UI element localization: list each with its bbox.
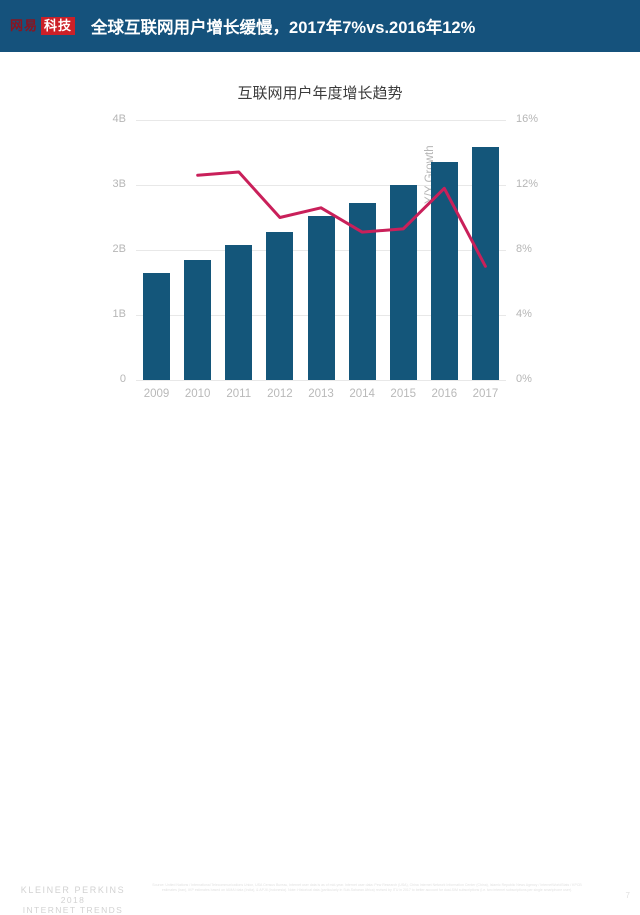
y-tick-left: 4B bbox=[112, 113, 126, 125]
y-tick-right: 8% bbox=[516, 243, 532, 255]
gridline bbox=[136, 120, 506, 121]
bar-2012[interactable] bbox=[266, 231, 294, 380]
y-tick-left: 3B bbox=[112, 178, 126, 190]
x-label-2010: 2010 bbox=[184, 388, 211, 400]
y-tick-right: 16% bbox=[516, 113, 539, 125]
x-label-2015: 2015 bbox=[390, 388, 417, 400]
page-title: 全球互联网用户增长缓慢，2017年7%vs.2016年12% bbox=[91, 19, 476, 37]
source-note: Source: United Nations / International T… bbox=[152, 883, 582, 893]
kp-brand-line1: KLEINER PERKINS bbox=[20, 885, 126, 895]
line-series bbox=[196, 170, 487, 268]
x-label-2009: 2009 bbox=[143, 388, 170, 400]
bar-2010[interactable] bbox=[184, 259, 212, 380]
x-label-2017: 2017 bbox=[472, 388, 499, 400]
page-number: 7 bbox=[625, 891, 630, 900]
y-tick-left: 1B bbox=[112, 308, 126, 320]
kleiner-perkins-logo: KLEINER PERKINS 2018 INTERNET TRENDS bbox=[8, 885, 138, 915]
chart-title: 互联网用户年度增长趋势 bbox=[237, 85, 403, 102]
bar-series bbox=[136, 120, 506, 380]
x-label-2012: 2012 bbox=[267, 388, 293, 400]
gridline bbox=[136, 185, 506, 186]
gridline bbox=[136, 380, 506, 381]
header-bar: 网易 科技 全球互联网用户增长缓慢，2017年7%vs.2016年12% bbox=[0, 0, 640, 52]
chart-card: 互联网用户年度增长趋势 Internet Users, Global Y/Y G… bbox=[0, 52, 640, 474]
footer: KLEINER PERKINS 2018 INTERNET TRENDS Sou… bbox=[0, 435, 640, 915]
logo-netease-text: 网易 bbox=[10, 18, 39, 33]
y-tick-left: 2B bbox=[112, 243, 126, 255]
x-label-2014: 2014 bbox=[349, 388, 375, 400]
bar-2013[interactable] bbox=[307, 216, 335, 380]
netease-tech-logo: 网易 科技 bbox=[10, 17, 76, 35]
kp-brand-line2: 2018 bbox=[60, 895, 86, 905]
y-tick-right: 0% bbox=[516, 373, 532, 385]
growth-line bbox=[196, 170, 487, 268]
y-tick-right: 12% bbox=[516, 178, 539, 190]
bar-2011[interactable] bbox=[225, 244, 253, 380]
x-label-2013: 2013 bbox=[308, 388, 334, 400]
plot-area: Internet Users, Global Y/Y Growth 01B2B3… bbox=[0, 112, 640, 437]
x-label-2011: 2011 bbox=[226, 388, 252, 400]
plot-canvas: 0 1B 2B 3B 4B 0% 4% 8% 12% 16% bbox=[113, 113, 539, 385]
bar-2009[interactable] bbox=[143, 272, 171, 380]
y-tick-right: 4% bbox=[516, 308, 532, 320]
y-tick-left: 0 bbox=[119, 373, 126, 385]
x-axis-labels: 2009 2010 2011 2012 2013 2014 2015 2016 2017 bbox=[136, 388, 506, 406]
bar-2015[interactable] bbox=[389, 185, 417, 380]
logo-tech-badge: 科技 bbox=[41, 17, 76, 35]
x-label-2016: 2016 bbox=[431, 388, 458, 400]
kp-brand-line3: INTERNET TRENDS bbox=[22, 905, 124, 915]
